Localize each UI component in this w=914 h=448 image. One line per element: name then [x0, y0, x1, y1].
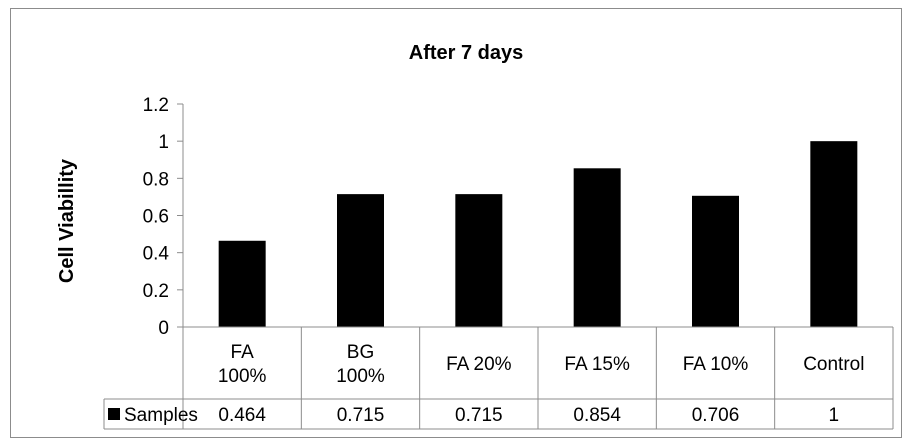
bars — [218, 141, 858, 327]
category-label: FA 20% — [446, 354, 512, 375]
category-label: 100% — [336, 366, 385, 387]
data-label: 0.706 — [692, 405, 740, 426]
category-label: FA — [231, 342, 255, 363]
y-axis-label: Cell Viabillity — [56, 158, 78, 283]
category-label: BG — [347, 342, 374, 363]
category-label: FA 15% — [564, 354, 630, 375]
category-label: 100% — [218, 366, 267, 387]
y-tick-label: 0.4 — [143, 244, 170, 265]
y-tick-label: 1 — [158, 132, 169, 153]
data-label: 0.715 — [337, 405, 385, 426]
bar-chart: After 7 days Cell Viabillity 00.20.40.60… — [56, 42, 894, 430]
data-label: 0.854 — [573, 405, 621, 426]
bar — [810, 141, 858, 327]
category-label: FA 10% — [683, 354, 749, 375]
y-tick-label: 0 — [158, 318, 169, 339]
bar — [692, 195, 739, 327]
data-label: 0.715 — [455, 405, 503, 426]
chart-title: After 7 days — [409, 42, 524, 64]
y-tick-label: 1.2 — [143, 95, 169, 116]
bar — [455, 194, 503, 327]
category-label: Control — [803, 354, 864, 375]
axes: 0 0.2 0.4 0.6 0.8 1 1.2 — [143, 95, 184, 339]
bar — [218, 240, 266, 327]
legend-key — [108, 408, 120, 420]
data-table: FA 100% BG 100% FA 20% FA 15% FA 10% Control Sam… — [103, 326, 894, 430]
y-tick-label: 0.6 — [143, 207, 169, 228]
bar — [573, 168, 621, 327]
y-tick-label: 0.8 — [143, 169, 169, 190]
legend-series-name: Samples — [124, 405, 198, 426]
bar — [337, 194, 384, 327]
y-tick-label: 0.2 — [143, 281, 169, 302]
data-label: 0.464 — [218, 405, 266, 426]
chart-frame: After 7 days Cell Viabillity 0 0.2 0.4 0.6 0… — [10, 8, 902, 438]
data-label: 1 — [829, 405, 840, 426]
